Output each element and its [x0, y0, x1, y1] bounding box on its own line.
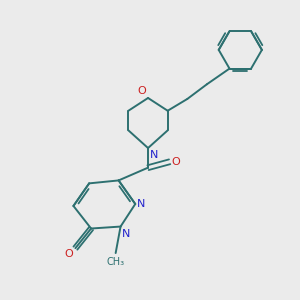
Text: N: N	[137, 199, 146, 209]
Text: N: N	[150, 150, 158, 160]
Text: CH₃: CH₃	[106, 257, 125, 267]
Text: N: N	[122, 229, 130, 238]
Text: O: O	[172, 157, 180, 167]
Text: O: O	[65, 249, 74, 259]
Text: O: O	[137, 86, 146, 96]
